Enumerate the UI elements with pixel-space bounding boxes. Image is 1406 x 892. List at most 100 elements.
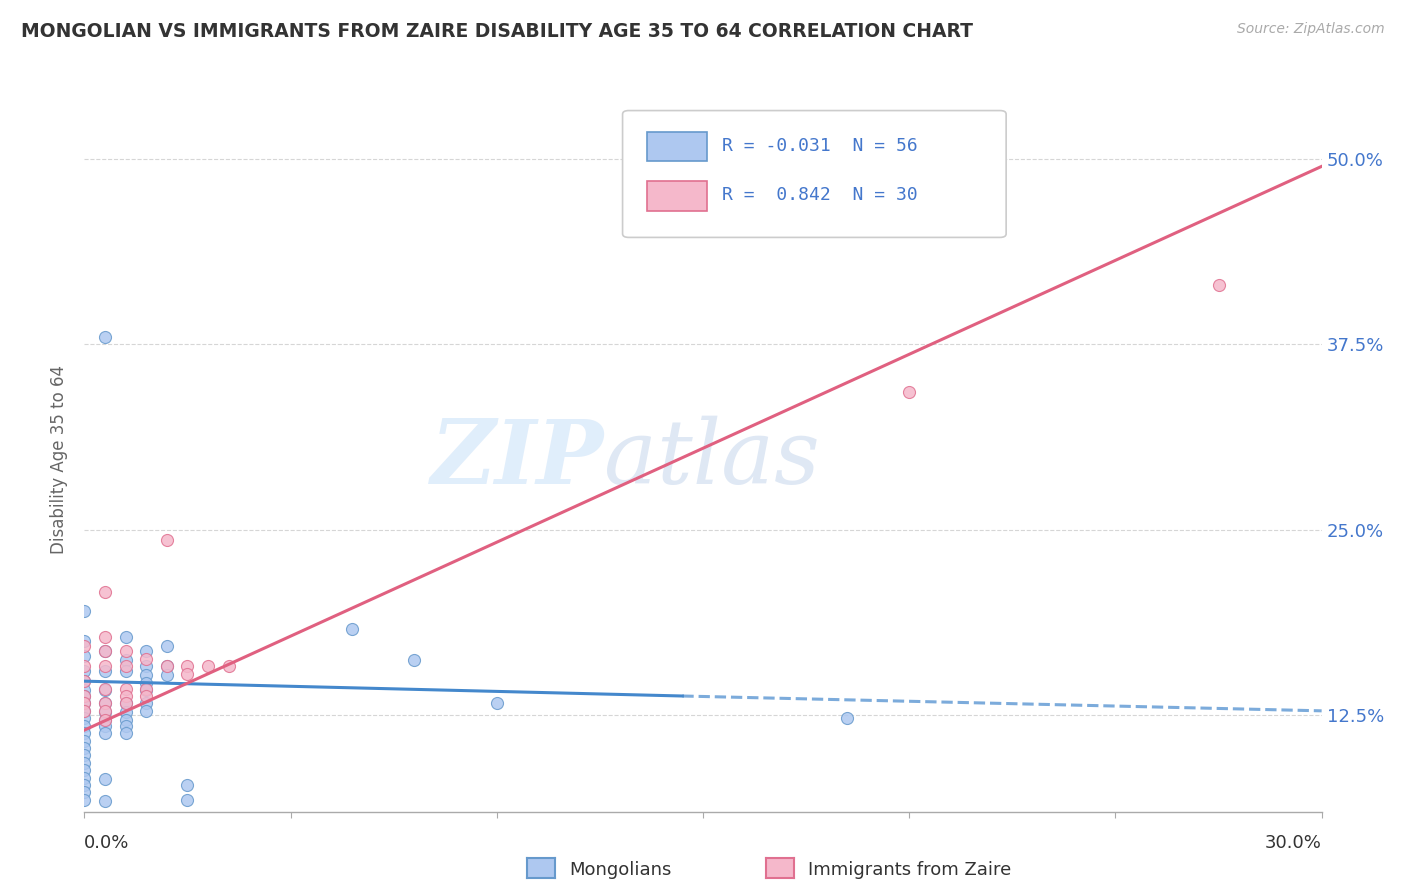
Point bbox=[135, 704, 157, 718]
Point bbox=[73, 664, 96, 678]
Text: 30.0%: 30.0% bbox=[1265, 834, 1322, 852]
Point bbox=[73, 778, 96, 792]
Text: ZIP: ZIP bbox=[430, 417, 605, 502]
Point bbox=[94, 772, 117, 786]
Point bbox=[73, 756, 96, 770]
Point bbox=[837, 711, 859, 725]
Point bbox=[404, 653, 426, 667]
Point bbox=[73, 726, 96, 740]
Point bbox=[114, 630, 136, 644]
Point bbox=[94, 726, 117, 740]
Point bbox=[114, 706, 136, 720]
Point bbox=[73, 604, 96, 618]
Point bbox=[94, 697, 117, 711]
Point bbox=[898, 384, 921, 399]
Point bbox=[94, 719, 117, 733]
Point bbox=[94, 713, 117, 727]
Point bbox=[114, 681, 136, 696]
Text: R =  0.842  N = 30: R = 0.842 N = 30 bbox=[721, 186, 917, 204]
Point bbox=[485, 697, 508, 711]
Point bbox=[218, 659, 240, 673]
FancyBboxPatch shape bbox=[647, 181, 707, 211]
Point bbox=[94, 630, 117, 644]
Point bbox=[94, 683, 117, 698]
Point bbox=[135, 659, 157, 673]
Point bbox=[114, 726, 136, 740]
Point bbox=[156, 639, 179, 653]
Point bbox=[73, 689, 96, 703]
Point bbox=[73, 689, 96, 703]
Point bbox=[114, 689, 136, 703]
Point bbox=[73, 704, 96, 718]
Point bbox=[73, 674, 96, 689]
Point bbox=[73, 704, 96, 718]
Point bbox=[73, 733, 96, 747]
Point bbox=[135, 644, 157, 658]
Point bbox=[135, 668, 157, 682]
Text: Immigrants from Zaire: Immigrants from Zaire bbox=[808, 861, 1012, 879]
Point bbox=[94, 713, 117, 727]
Point bbox=[135, 652, 157, 666]
Text: 0.0%: 0.0% bbox=[84, 834, 129, 852]
Point bbox=[94, 644, 117, 658]
Point bbox=[73, 634, 96, 648]
Point bbox=[114, 644, 136, 658]
Point bbox=[94, 706, 117, 720]
Text: Source: ZipAtlas.com: Source: ZipAtlas.com bbox=[1237, 22, 1385, 37]
Point bbox=[176, 778, 198, 792]
Point bbox=[342, 622, 364, 636]
Point bbox=[135, 697, 157, 711]
Point bbox=[114, 697, 136, 711]
Y-axis label: Disability Age 35 to 64: Disability Age 35 to 64 bbox=[51, 365, 69, 554]
Text: R = -0.031  N = 56: R = -0.031 N = 56 bbox=[721, 136, 917, 155]
Point bbox=[73, 697, 96, 711]
Point bbox=[94, 330, 117, 344]
Point bbox=[94, 704, 117, 718]
Point bbox=[94, 697, 117, 711]
Text: Mongolians: Mongolians bbox=[569, 861, 672, 879]
Point bbox=[114, 653, 136, 667]
Point bbox=[94, 659, 117, 673]
Point bbox=[156, 659, 179, 673]
Point bbox=[94, 644, 117, 658]
Point bbox=[135, 681, 157, 696]
Point bbox=[156, 668, 179, 682]
Point bbox=[73, 719, 96, 733]
Text: atlas: atlas bbox=[605, 416, 820, 503]
Point bbox=[73, 639, 96, 653]
Point bbox=[94, 794, 117, 808]
Point bbox=[176, 666, 198, 681]
Text: MONGOLIAN VS IMMIGRANTS FROM ZAIRE DISABILITY AGE 35 TO 64 CORRELATION CHART: MONGOLIAN VS IMMIGRANTS FROM ZAIRE DISAB… bbox=[21, 22, 973, 41]
Point bbox=[73, 697, 96, 711]
Point bbox=[156, 533, 179, 548]
Point bbox=[73, 793, 96, 807]
FancyBboxPatch shape bbox=[623, 111, 1007, 237]
Point bbox=[73, 711, 96, 725]
Point bbox=[135, 675, 157, 690]
Point bbox=[114, 659, 136, 673]
Point bbox=[197, 659, 219, 673]
Point bbox=[176, 793, 198, 807]
Point bbox=[73, 648, 96, 663]
Point bbox=[94, 664, 117, 678]
Point bbox=[73, 785, 96, 799]
Point bbox=[114, 664, 136, 678]
FancyBboxPatch shape bbox=[647, 132, 707, 161]
Point bbox=[73, 763, 96, 777]
Point bbox=[1208, 278, 1230, 293]
Point bbox=[73, 740, 96, 755]
Point bbox=[73, 659, 96, 673]
Point bbox=[94, 681, 117, 696]
Point bbox=[135, 689, 157, 703]
Point bbox=[114, 697, 136, 711]
Point bbox=[114, 713, 136, 727]
Point bbox=[114, 719, 136, 733]
Point bbox=[94, 585, 117, 599]
Point bbox=[73, 771, 96, 785]
Point bbox=[73, 683, 96, 698]
Point bbox=[135, 683, 157, 698]
Point bbox=[156, 659, 179, 673]
Point bbox=[73, 674, 96, 689]
Point bbox=[73, 748, 96, 763]
Point bbox=[176, 659, 198, 673]
